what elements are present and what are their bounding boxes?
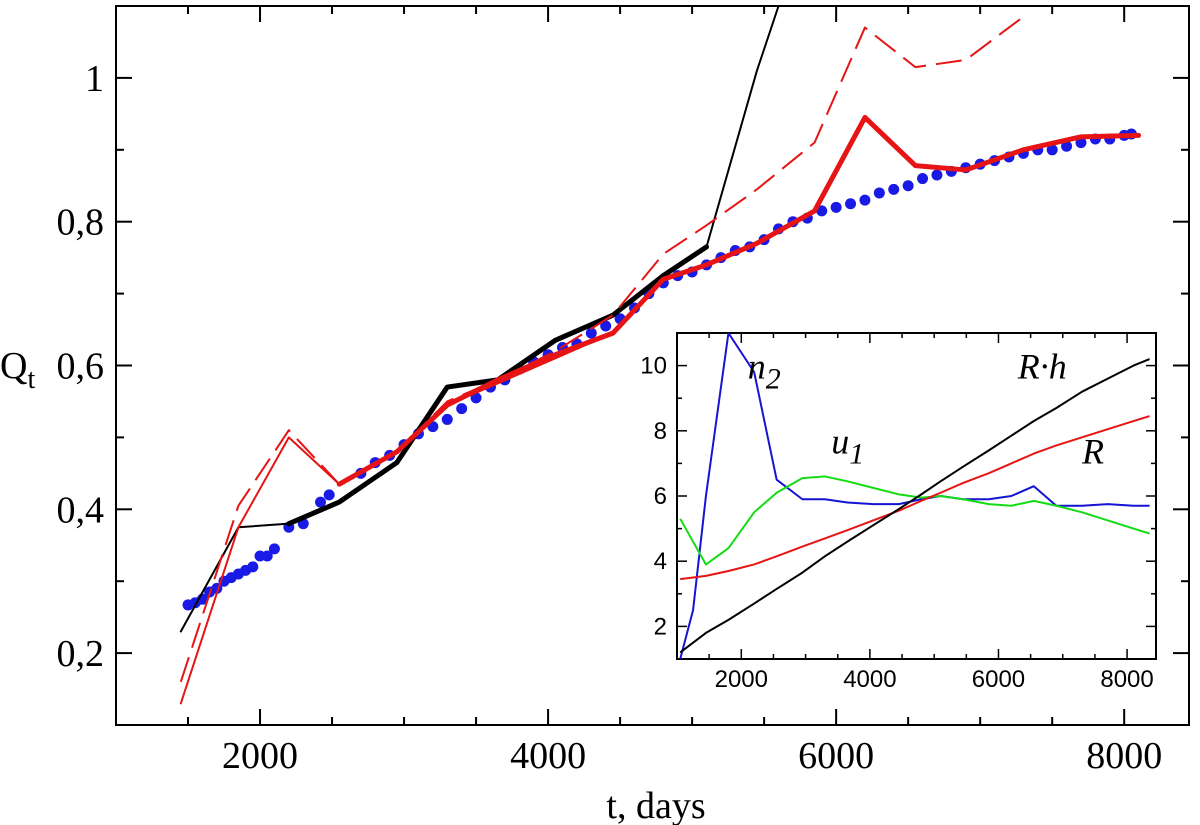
data-point-observed xyxy=(845,198,857,210)
y-axis-title-main: Q xyxy=(0,345,27,387)
inset-x-tick-label: 8000 xyxy=(1100,666,1153,693)
inset-y-tick-label: 6 xyxy=(654,483,667,510)
inset-series-line-u1 xyxy=(679,475,1150,566)
data-point-observed xyxy=(917,173,929,185)
inset-annotation: u1 xyxy=(831,422,864,471)
y-tick-label: 0,6 xyxy=(57,346,105,388)
main-series-group xyxy=(179,6,1142,705)
x-tick-label: 2000 xyxy=(222,735,298,777)
inset-plot: 2000 4000 6000 8000 2 4 6 8 10 n2 u1 R·h R xyxy=(640,332,1157,693)
data-point-observed xyxy=(816,205,828,217)
series-line-red-dashed xyxy=(179,15,1024,683)
inset-y-tick-label: 10 xyxy=(640,353,667,380)
data-point-observed xyxy=(600,320,612,332)
y-tick-label: 0,2 xyxy=(57,633,105,675)
x-tick-label: 4000 xyxy=(510,735,586,777)
inset-series-group xyxy=(679,333,1150,659)
y-tick-label: 0,4 xyxy=(57,489,105,531)
inset-y-tick-label: 2 xyxy=(654,613,667,640)
inset-annotation: R·h xyxy=(1017,347,1067,387)
data-point-observed xyxy=(1061,140,1073,152)
data-point-observed xyxy=(323,489,335,501)
x-axis-title: t, days xyxy=(606,785,705,825)
inset-annotation: R xyxy=(1081,431,1104,471)
data-point-observed xyxy=(456,403,468,415)
inset-x-tick-label: 2000 xyxy=(715,666,768,693)
y-tick-label: 1 xyxy=(85,58,104,100)
data-point-observed xyxy=(1046,144,1058,156)
y-axis-title: Qt xyxy=(0,345,35,395)
data-point-observed xyxy=(902,180,914,192)
series-line-black-thick xyxy=(286,244,710,527)
data-point-observed xyxy=(470,392,482,404)
x-tick-label: 8000 xyxy=(1086,735,1162,777)
data-point-observed xyxy=(585,327,597,339)
data-point-observed xyxy=(888,183,900,195)
data-point-observed xyxy=(931,169,943,181)
axis-labels: t, days Qt xyxy=(0,345,706,825)
y-axis-title-sub: t xyxy=(27,364,35,395)
inset-y-tick-label: 4 xyxy=(654,548,667,575)
main-plot: 2000 4000 6000 8000 0,2 0,4 0,6 0,8 1 xyxy=(57,5,1190,777)
data-point-observed xyxy=(315,496,327,508)
inset-y-tick-label: 8 xyxy=(654,418,667,445)
series-line-red-thick xyxy=(336,114,1142,487)
inset-annotation: n2 xyxy=(748,347,781,396)
inset-series-line-Rh xyxy=(679,358,1150,654)
data-point-observed xyxy=(268,543,280,555)
y-tick-label: 0,8 xyxy=(57,202,105,244)
x-tick-label: 6000 xyxy=(798,735,874,777)
inset-x-tick-label: 6000 xyxy=(972,666,1025,693)
data-point-observed xyxy=(441,413,453,425)
data-point-observed xyxy=(873,187,885,199)
inset-series-line-R xyxy=(680,415,1150,581)
data-point-observed xyxy=(859,194,871,206)
data-point-observed xyxy=(261,550,273,562)
data-point-observed xyxy=(830,201,842,213)
inset-x-tick-label: 4000 xyxy=(843,666,896,693)
data-point-observed xyxy=(247,561,259,573)
